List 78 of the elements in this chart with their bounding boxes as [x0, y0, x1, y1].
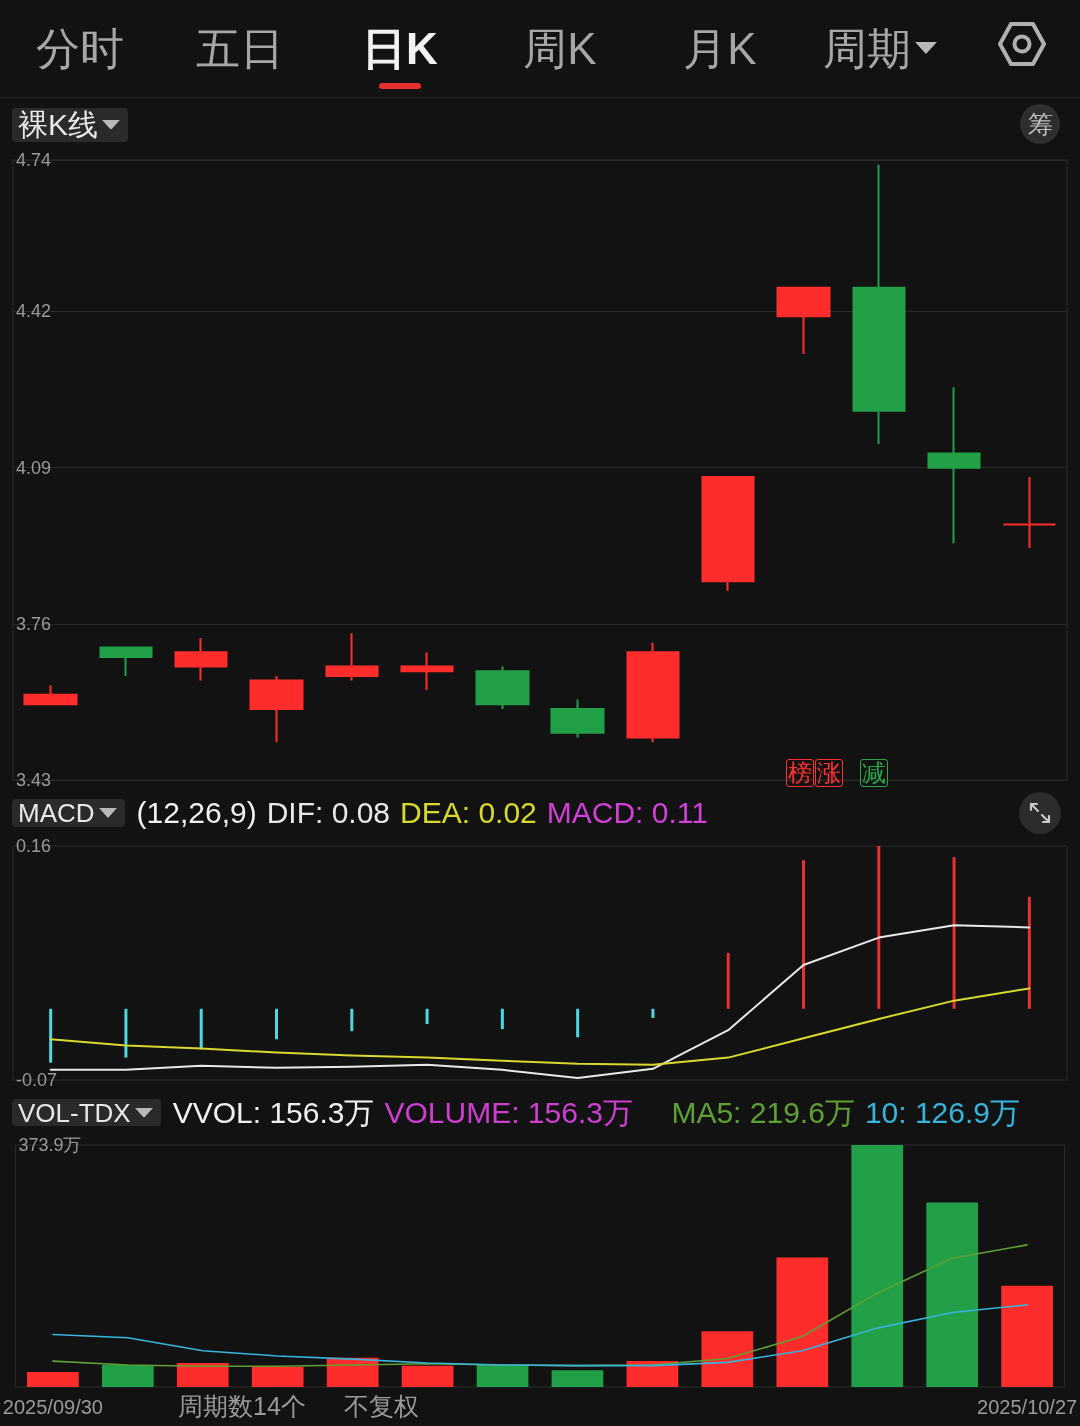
bar [877, 846, 881, 1009]
dropdown-button: 裸K线 [12, 107, 128, 142]
bar [626, 1361, 679, 1387]
y-tick-label: 3.43 [16, 770, 52, 790]
text: 周期 [823, 23, 911, 73]
text: DEA: 0.02 [400, 796, 537, 829]
bar [851, 1145, 904, 1387]
candlestick [174, 637, 228, 682]
candlestick [325, 632, 379, 682]
text: MACD: 0.11 [546, 796, 708, 829]
bar [101, 1364, 154, 1387]
bar [952, 857, 956, 1009]
candlestick [550, 698, 605, 739]
text: 周K [523, 23, 597, 73]
y-tick-label: 4.42 [16, 301, 52, 322]
legend-title: VVOL: 156.3万 [172, 1095, 375, 1129]
tag: 减 [860, 759, 888, 787]
candlestick [776, 286, 831, 356]
bar [476, 1364, 529, 1387]
y-tick-label: -0.07 [16, 1070, 58, 1090]
bar [350, 1008, 354, 1032]
text: MA5: 219.6万 [671, 1095, 855, 1129]
bar [651, 1008, 655, 1018]
candlestick [701, 476, 755, 592]
bar [49, 1008, 53, 1063]
bar [802, 860, 805, 1009]
text: 五日 [196, 23, 284, 73]
chart-title: VOL-TDX [18, 1097, 131, 1128]
y-tick-label: 4.74 [16, 150, 52, 170]
legend-title: (12,26,9) [136, 796, 257, 829]
dropdown-button: MACD [12, 799, 125, 827]
tag: 榜 [786, 759, 814, 787]
bar [425, 1008, 429, 1025]
bar [176, 1363, 229, 1387]
candlestick [99, 646, 153, 677]
bar [275, 1008, 278, 1040]
candlestick [626, 641, 680, 744]
text: DIF: 0.08 [266, 796, 391, 829]
text: 不复权 [344, 1391, 419, 1421]
bar [500, 1008, 504, 1030]
bar [251, 1366, 304, 1387]
x-tick-label: 2025/10/27 [977, 1396, 1078, 1418]
round-button: 筹 [1020, 104, 1060, 144]
candlestick [927, 386, 981, 545]
text: 周期数14个 [178, 1391, 306, 1421]
bar [401, 1365, 454, 1387]
chart-title: MACD [18, 798, 95, 828]
candlestick [249, 674, 304, 744]
candlestick [23, 684, 78, 706]
bar [27, 1372, 79, 1387]
text: 10: 126.9万 [864, 1095, 1020, 1129]
text: 日K [362, 23, 438, 73]
text: 分时 [36, 23, 124, 73]
candlestick [1002, 476, 1057, 550]
text: VOLUME: 156.3万 [384, 1095, 633, 1129]
y-tick-label: 3.76 [16, 613, 52, 634]
bar [199, 1008, 203, 1050]
bar [576, 1008, 580, 1038]
y-tick-label: 373.9万 [18, 1135, 82, 1155]
candlestick [475, 665, 530, 711]
dropdown-button: VOL-TDX [12, 1099, 161, 1126]
y-tick-label: 4.09 [16, 457, 52, 478]
bar [726, 952, 730, 1009]
tag: 涨 [815, 759, 843, 787]
line-series [49, 987, 1031, 1066]
candlestick [400, 651, 454, 692]
bar [926, 1202, 979, 1387]
bar [701, 1331, 754, 1387]
bar [1001, 1285, 1053, 1387]
y-tick-label: 0.16 [16, 836, 52, 856]
chart-title: 裸K线 [18, 107, 99, 141]
bar [1027, 896, 1031, 1009]
bar [776, 1257, 829, 1387]
bar [551, 1370, 604, 1387]
x-tick-label: 2025/09/30 [2, 1396, 103, 1418]
text: 月K [683, 23, 757, 73]
candlestick [852, 163, 906, 445]
bar [124, 1008, 128, 1058]
